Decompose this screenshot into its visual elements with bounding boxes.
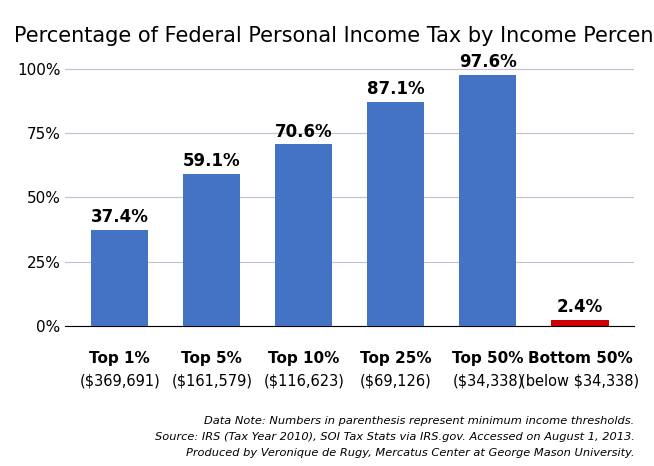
- Text: Top 1%: Top 1%: [90, 351, 150, 366]
- Text: Top 50%: Top 50%: [452, 351, 524, 366]
- Text: 37.4%: 37.4%: [91, 208, 148, 226]
- Text: 59.1%: 59.1%: [183, 152, 241, 170]
- Text: ($34,338): ($34,338): [453, 373, 524, 389]
- Text: Bottom 50%: Bottom 50%: [528, 351, 632, 366]
- Bar: [368, 102, 424, 326]
- Text: ($369,691): ($369,691): [79, 373, 160, 389]
- Text: Produced by Veronique de Rugy, Mercatus Center at George Mason University.: Produced by Veronique de Rugy, Mercatus …: [186, 448, 634, 458]
- Bar: [275, 144, 332, 326]
- Text: Data Note: Numbers in parenthesis represent minimum income thresholds.: Data Note: Numbers in parenthesis repres…: [204, 417, 634, 426]
- Text: ($116,623): ($116,623): [264, 373, 344, 389]
- Text: Top 25%: Top 25%: [360, 351, 432, 366]
- Bar: [92, 230, 148, 326]
- Text: 97.6%: 97.6%: [459, 53, 517, 71]
- Text: 87.1%: 87.1%: [367, 80, 424, 98]
- Bar: [183, 174, 241, 326]
- Text: 2.4%: 2.4%: [557, 298, 603, 316]
- Text: Top 5%: Top 5%: [181, 351, 242, 366]
- Text: (below $34,338): (below $34,338): [521, 373, 640, 389]
- Bar: [459, 75, 517, 326]
- Text: Top 10%: Top 10%: [268, 351, 339, 366]
- Title: Percentage of Federal Personal Income Tax by Income Percentile: Percentage of Federal Personal Income Ta…: [14, 26, 654, 46]
- Text: ($69,126): ($69,126): [360, 373, 432, 389]
- Text: Source: IRS (Tax Year 2010), SOI Tax Stats via IRS.gov. Accessed on August 1, 20: Source: IRS (Tax Year 2010), SOI Tax Sta…: [154, 432, 634, 442]
- Text: 70.6%: 70.6%: [275, 123, 333, 141]
- Text: ($161,579): ($161,579): [171, 373, 252, 389]
- Bar: [551, 320, 608, 326]
